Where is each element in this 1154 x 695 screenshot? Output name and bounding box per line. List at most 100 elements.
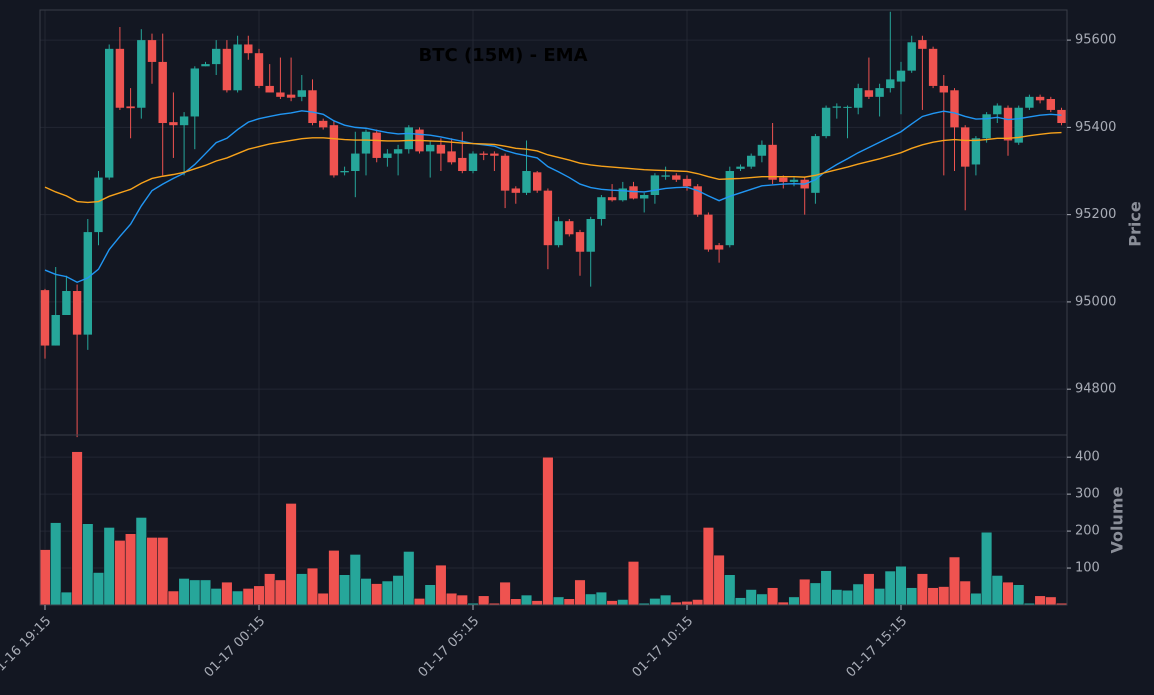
volume-bar bbox=[124, 533, 137, 606]
volume-bar bbox=[906, 587, 918, 606]
volume-bar bbox=[585, 593, 597, 606]
candle-body bbox=[640, 195, 649, 199]
volume-bar bbox=[531, 600, 543, 606]
volume-bar bbox=[39, 549, 51, 606]
volume-bar bbox=[788, 596, 800, 606]
candle-body bbox=[1014, 107, 1023, 143]
volume-bar bbox=[873, 588, 886, 606]
volume-bar bbox=[1013, 584, 1025, 606]
volume-bar bbox=[852, 583, 864, 606]
volume-bar bbox=[991, 575, 1003, 606]
volume-bar bbox=[659, 594, 672, 606]
candle-body bbox=[147, 40, 157, 62]
candle-body bbox=[51, 315, 60, 346]
candle-body bbox=[254, 53, 264, 86]
volume-frame bbox=[39, 434, 1068, 606]
candle-body bbox=[1046, 99, 1055, 110]
volume-bar bbox=[841, 589, 854, 606]
volume-bar bbox=[895, 565, 907, 606]
candle-body bbox=[832, 106, 841, 108]
candle-body bbox=[436, 144, 446, 154]
candle-body bbox=[137, 40, 146, 108]
candle-body bbox=[1035, 96, 1045, 101]
y-tick-label: 300 bbox=[1075, 487, 1100, 502]
volume-bar bbox=[167, 590, 180, 606]
volume-bar bbox=[734, 597, 747, 606]
volume-bar bbox=[1034, 595, 1046, 606]
chart-title: BTC (15M) - EMA bbox=[418, 45, 587, 66]
candle-body bbox=[447, 151, 456, 163]
candle-body bbox=[928, 48, 938, 86]
candle-body bbox=[565, 221, 574, 235]
volume-bar bbox=[349, 554, 361, 606]
volume-bar bbox=[413, 598, 426, 606]
candle-body bbox=[372, 132, 381, 158]
volume-bar bbox=[649, 598, 661, 606]
candle-body bbox=[950, 90, 959, 128]
candle-body bbox=[329, 125, 339, 176]
candle-body bbox=[811, 136, 820, 193]
volume-bar bbox=[274, 579, 287, 606]
candle-body bbox=[875, 88, 884, 97]
candle-body bbox=[511, 188, 520, 193]
candle-body bbox=[821, 107, 831, 137]
candle-body bbox=[393, 149, 403, 154]
candle-body bbox=[554, 221, 563, 246]
volume-bar bbox=[499, 581, 511, 606]
candle-body bbox=[319, 120, 328, 128]
candle-body bbox=[276, 92, 285, 97]
volume-bar bbox=[435, 564, 447, 606]
candle-body bbox=[779, 177, 788, 182]
candle-body bbox=[297, 90, 306, 97]
candle-body bbox=[468, 153, 478, 172]
volume-bar bbox=[606, 600, 618, 606]
candle-body bbox=[1057, 109, 1066, 124]
candle-body bbox=[896, 70, 906, 82]
candle-body bbox=[1003, 107, 1013, 141]
candle-body bbox=[265, 85, 274, 93]
candle-body bbox=[426, 144, 435, 152]
candle-body bbox=[72, 291, 82, 335]
volume-bar bbox=[146, 537, 158, 606]
volume-bar bbox=[692, 599, 704, 606]
volume-bar bbox=[114, 540, 126, 606]
candle-body bbox=[115, 48, 125, 108]
volume-bar bbox=[338, 574, 351, 606]
candle-body bbox=[62, 291, 71, 316]
candle-body bbox=[40, 290, 50, 346]
candle-body bbox=[961, 127, 970, 167]
candle-body bbox=[351, 153, 360, 172]
candle-body bbox=[575, 232, 585, 252]
candle-body bbox=[233, 44, 242, 91]
volume-bar bbox=[948, 556, 961, 606]
y-tick-label: 95400 bbox=[1075, 120, 1116, 135]
volume-bar bbox=[510, 598, 522, 606]
candle-body bbox=[607, 197, 617, 201]
candle-body bbox=[864, 90, 874, 97]
candle-body bbox=[340, 171, 349, 173]
volume-bar bbox=[424, 584, 436, 606]
candle-body bbox=[650, 175, 660, 196]
volume-bar bbox=[231, 590, 244, 606]
volume-bar bbox=[617, 599, 629, 606]
candle-body bbox=[714, 245, 724, 250]
candle-body bbox=[105, 48, 114, 178]
volume-bar bbox=[210, 588, 222, 606]
volume-bar bbox=[1045, 596, 1057, 606]
volume-bar bbox=[50, 522, 62, 606]
candle-body bbox=[618, 188, 627, 201]
candle-body bbox=[768, 144, 777, 180]
volume-bar bbox=[285, 503, 297, 606]
candle-body bbox=[94, 177, 103, 233]
candle-body bbox=[693, 186, 702, 215]
candle-body bbox=[543, 190, 553, 246]
candle-body bbox=[757, 144, 767, 156]
volume-bar bbox=[713, 554, 725, 606]
volume-bar bbox=[959, 580, 971, 606]
candle-body bbox=[736, 166, 745, 169]
volume-bar bbox=[478, 595, 490, 606]
volume-bar bbox=[403, 551, 415, 606]
candle-body bbox=[1025, 96, 1034, 108]
candle-body bbox=[854, 88, 863, 108]
